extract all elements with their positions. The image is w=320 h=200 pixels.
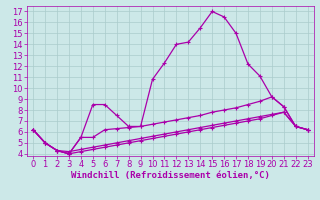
X-axis label: Windchill (Refroidissement éolien,°C): Windchill (Refroidissement éolien,°C) bbox=[71, 171, 270, 180]
